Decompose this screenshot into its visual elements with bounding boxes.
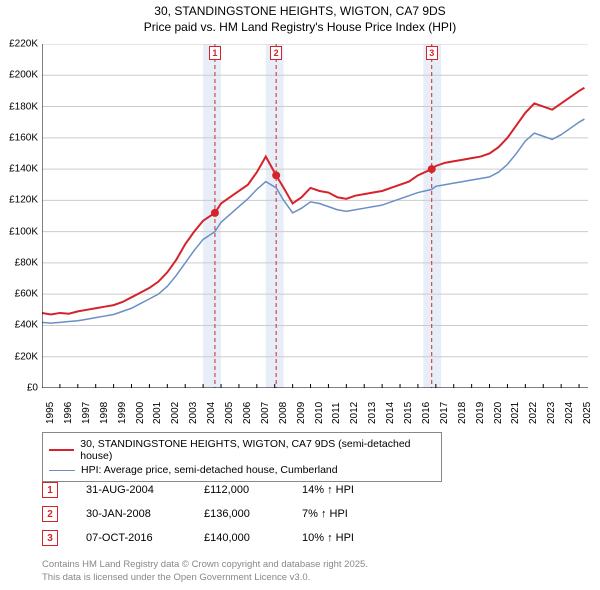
legend-label: HPI: Average price, semi-detached house,… <box>81 464 338 476</box>
x-tick-label: 1995 <box>45 402 56 424</box>
y-tick-label: £200K <box>9 70 38 81</box>
marker-table: 1 31-AUG-2004 £112,000 14% ↑ HPI 2 30-JAN-200… <box>42 478 382 550</box>
x-tick-label: 2002 <box>170 402 181 424</box>
x-tick-label: 2022 <box>528 402 539 424</box>
x-tick-label: 2005 <box>224 402 235 424</box>
x-tick-label: 2001 <box>152 402 163 424</box>
x-tick-label: 1997 <box>81 402 92 424</box>
x-tick-label: 1999 <box>117 402 128 424</box>
x-tick-label: 2017 <box>439 402 450 424</box>
y-tick-label: £120K <box>9 195 38 206</box>
x-tick-label: 2024 <box>564 402 575 424</box>
callout-box: 2 <box>270 46 282 60</box>
y-tick-label: £80K <box>15 257 38 268</box>
x-tick-label: 2014 <box>385 402 396 424</box>
marker-hpi: 14% ↑ HPI <box>302 484 382 496</box>
y-tick-label: £0 <box>27 383 38 394</box>
legend-swatch <box>49 470 75 471</box>
legend-swatch <box>49 449 74 451</box>
y-tick-label: £220K <box>9 39 38 50</box>
legend-item: 30, STANDINGSTONE HEIGHTS, WIGTON, CA7 9… <box>49 437 435 463</box>
x-tick-label: 1998 <box>99 402 110 424</box>
x-tick-label: 2004 <box>206 402 217 424</box>
chart-container: 30, STANDINGSTONE HEIGHTS, WIGTON, CA7 9… <box>0 0 600 590</box>
x-tick-label: 2021 <box>510 402 521 424</box>
chart-svg <box>42 44 588 388</box>
footer-line2: This data is licensed under the Open Gov… <box>42 572 368 584</box>
chart-title-block: 30, STANDINGSTONE HEIGHTS, WIGTON, CA7 9… <box>0 0 600 35</box>
marker-price: £112,000 <box>204 484 274 496</box>
y-tick-label: £40K <box>15 320 38 331</box>
x-tick-label: 2006 <box>242 402 253 424</box>
legend-label: 30, STANDINGSTONE HEIGHTS, WIGTON, CA7 9… <box>80 438 435 462</box>
x-tick-label: 2011 <box>331 402 342 424</box>
footer: Contains HM Land Registry data © Crown c… <box>42 559 368 584</box>
marker-number-box: 1 <box>42 482 58 498</box>
title-line1: 30, STANDINGSTONE HEIGHTS, WIGTON, CA7 9… <box>0 4 600 20</box>
y-tick-label: £140K <box>9 164 38 175</box>
x-tick-label: 1996 <box>63 402 74 424</box>
marker-date: 31-AUG-2004 <box>86 484 176 496</box>
x-tick-label: 2012 <box>349 402 360 424</box>
x-axis: 1995 1996 1997 1998 1999 2000 2001 2002 2003 2004… <box>42 390 588 430</box>
marker-row: 1 31-AUG-2004 £112,000 14% ↑ HPI <box>42 478 382 502</box>
y-tick-label: £20K <box>15 351 38 362</box>
x-tick-label: 2018 <box>457 402 468 424</box>
callout-box: 3 <box>426 46 438 60</box>
footer-line1: Contains HM Land Registry data © Crown c… <box>42 559 368 571</box>
x-tick-label: 2003 <box>188 402 199 424</box>
x-tick-label: 2010 <box>314 402 325 424</box>
x-tick-label: 2015 <box>403 402 414 424</box>
y-tick-label: £100K <box>9 226 38 237</box>
x-tick-label: 2008 <box>278 402 289 424</box>
x-tick-label: 2016 <box>421 402 432 424</box>
y-tick-label: £180K <box>9 101 38 112</box>
x-tick-label: 2025 <box>582 402 593 424</box>
x-tick-label: 2023 <box>546 402 557 424</box>
callout-box: 1 <box>209 46 221 60</box>
marker-price: £140,000 <box>204 532 274 544</box>
marker-number-box: 2 <box>42 506 58 522</box>
marker-hpi: 10% ↑ HPI <box>302 532 382 544</box>
marker-hpi: 7% ↑ HPI <box>302 508 382 520</box>
plot-area <box>42 44 588 388</box>
x-tick-label: 2020 <box>493 402 504 424</box>
title-line2: Price paid vs. HM Land Registry's House … <box>0 20 600 36</box>
legend-item: HPI: Average price, semi-detached house,… <box>49 463 435 477</box>
x-tick-label: 2019 <box>475 402 486 424</box>
marker-date: 30-JAN-2008 <box>86 508 176 520</box>
y-tick-label: £60K <box>15 289 38 300</box>
marker-date: 07-OCT-2016 <box>86 532 176 544</box>
marker-price: £136,000 <box>204 508 274 520</box>
y-tick-label: £160K <box>9 132 38 143</box>
x-tick-label: 2000 <box>135 402 146 424</box>
x-tick-label: 2009 <box>296 402 307 424</box>
marker-row: 3 07-OCT-2016 £140,000 10% ↑ HPI <box>42 526 382 550</box>
marker-row: 2 30-JAN-2008 £136,000 7% ↑ HPI <box>42 502 382 526</box>
x-tick-label: 2013 <box>367 402 378 424</box>
marker-number-box: 3 <box>42 530 58 546</box>
x-tick-label: 2007 <box>260 402 271 424</box>
y-axis: £0£20K£40K£60K£80K£100K£120K£140K£160K£1… <box>0 44 40 388</box>
legend: 30, STANDINGSTONE HEIGHTS, WIGTON, CA7 9… <box>42 432 442 482</box>
